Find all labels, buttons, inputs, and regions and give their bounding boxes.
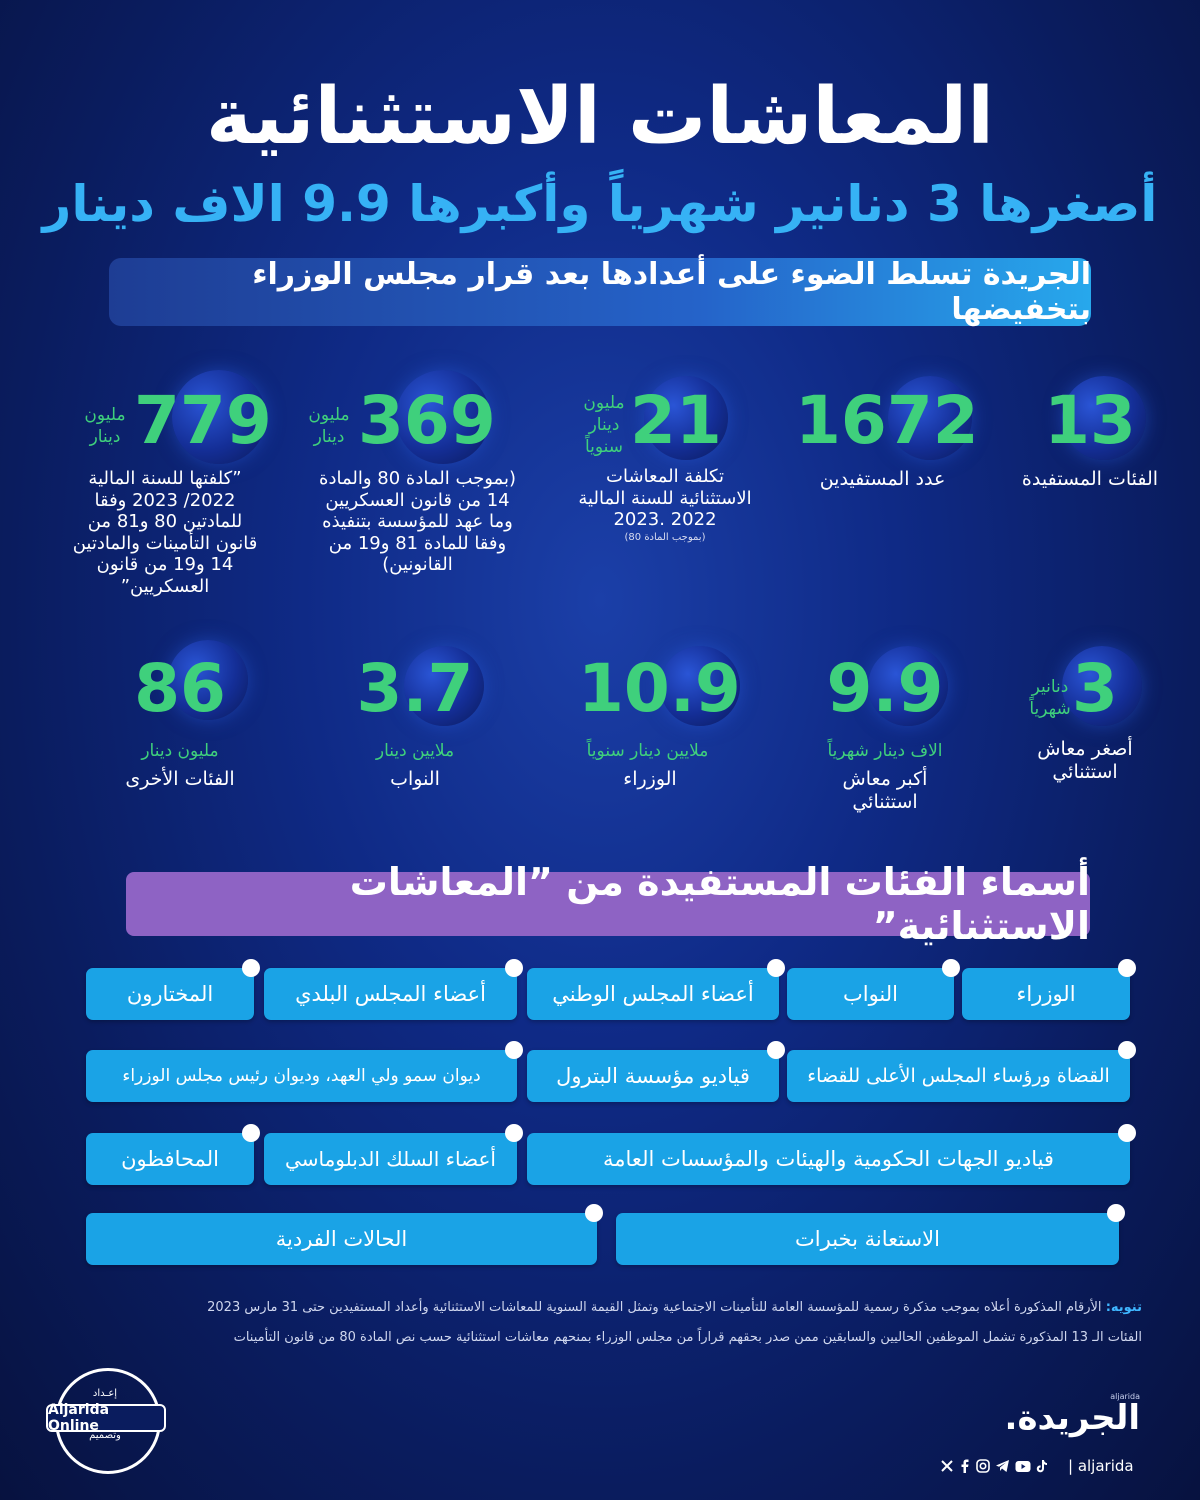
note-line-2: الفئات الـ 13 المذكورة تشمل الموظفين الح… [233,1330,1142,1345]
note-label: تنويه: [1105,1300,1142,1315]
category-pill: قياديو مؤسسة البترول [527,1041,785,1102]
category-label: المختارون [126,982,214,1006]
category-pill: ديوان سمو ولي العهد، وديوان رئيس مجلس ال… [86,1041,523,1102]
stat-unit: دنانير شهرياً [1029,677,1071,720]
category-label: قياديو الجهات الحكومية والهيئات والمؤسسا… [603,1147,1054,1171]
category-pill: المحافظون [86,1124,260,1185]
bullet-dot [767,959,785,977]
stat-desc: أصغر معاش استثنائي [1037,738,1133,783]
bullet-dot [585,1204,603,1222]
social-bar [940,1455,1048,1477]
stat-desc: أكبر معاش استثنائي [842,768,928,813]
facebook-icon[interactable] [959,1459,971,1473]
stat-unit: مليون دينار سنوياً [583,393,625,458]
category-pill: النواب [787,959,960,1020]
header-banner: الجريدة تسلط الضوء على أعدادها بعد قرار … [109,257,1091,327]
categories-section-title: أسماء الفئات المستفيدة من ”المعاشات الاس… [126,860,1090,948]
logo-top-text: إعـداد [92,1388,118,1399]
stat-circle [1062,646,1142,726]
stat-value: 3 [1072,650,1118,727]
category-pill: أعضاء المجلس البلدي [264,959,523,1020]
stat-value: 1672 [795,382,979,459]
stat-value: 10.9 [578,650,741,727]
youtube-icon[interactable] [1015,1460,1031,1473]
stat-desc: تكلفة المعاشات الاستثنائية للسنة المالية… [578,466,752,531]
note-text: الأرقام المذكورة أعلاه بموجب مذكرة رسمية… [207,1300,1102,1315]
category-label: أعضاء السلك الدبلوماسي [285,1147,496,1171]
bullet-dot [505,959,523,977]
category-pill: القضاة ورؤساء المجلس الأعلى للقضاء [787,1041,1136,1102]
bullet-dot [767,1041,785,1059]
x-icon[interactable] [940,1459,954,1473]
tiktok-icon[interactable] [1036,1459,1048,1473]
category-pill: الحالات الفردية [86,1204,603,1265]
stat-value: 13 [1044,382,1136,459]
stat-circle [172,370,266,464]
stat-circle [1062,376,1146,460]
stat-circle [660,646,740,726]
brand-small-text: aljarida [1110,1392,1140,1401]
page-subtitle: أصغرها 3 دنانير شهرياً وأكبرها 9.9 الاف … [42,175,1158,233]
page-title: المعاشات الاستثنائية [206,72,995,162]
brand-logo: الجريدة. [1004,1398,1140,1438]
stat-circle [888,376,972,460]
category-pill: الوزراء [962,959,1136,1020]
stat-unit: ملايين دينار [375,741,455,761]
logo-name: Aljarida Online [46,1402,166,1434]
stat-unit: مليون دينار [84,405,126,448]
stat-value: 86 [134,650,226,727]
stat-desc: ”كلفتها للسنة المالية 2022/ 2023 وفقا لل… [72,468,258,597]
social-handle: | aljarida [1068,1457,1134,1475]
stat-desc: الفئات المستفيدة [1021,468,1159,490]
stat-note: (بموجب المادة 80) [624,532,706,543]
category-pill: قياديو الجهات الحكومية والهيئات والمؤسسا… [527,1124,1136,1185]
bullet-dot [1107,1204,1125,1222]
stat-value: 369 [358,382,496,459]
category-pill: أعضاء المجلس الوطني [527,959,785,1020]
category-pill: أعضاء السلك الدبلوماسي [264,1124,523,1185]
stat-desc: الفئات الأخرى [125,768,235,790]
stat-desc: الوزراء [623,768,677,790]
category-label: أعضاء المجلس البلدي [295,982,486,1006]
category-label: الاستعانة بخبرات [795,1227,940,1251]
category-label: أعضاء المجلس الوطني [552,982,754,1006]
stat-circle [404,646,484,726]
bullet-dot [505,1041,523,1059]
category-label: الحالات الفردية [275,1227,408,1251]
category-label: قياديو مؤسسة البترول [556,1064,750,1088]
category-label: ديوان سمو ولي العهد، وديوان رئيس مجلس ال… [122,1066,481,1086]
bullet-dot [1118,959,1136,977]
category-label: المحافظون [121,1147,219,1171]
logo-bottom-text: وتصميم [89,1430,121,1441]
stat-desc: النواب [390,768,440,790]
bullet-dot [1118,1124,1136,1142]
stat-desc: عدد المستفيدين [819,468,946,490]
stat-desc: (بموجب المادة 80 والمادة 14 من قانون الع… [319,468,516,576]
category-pill: المختارون [86,959,260,1020]
bullet-dot [942,959,960,977]
stat-value: 779 [134,382,272,459]
bullet-dot [242,959,260,977]
bullet-dot [505,1124,523,1142]
category-label: الوزراء [1016,982,1076,1006]
telegram-icon[interactable] [995,1459,1010,1473]
stat-unit: مليون دينار [308,405,350,448]
category-label: القضاة ورؤساء المجلس الأعلى للقضاء [807,1065,1110,1087]
stat-value: 21 [630,382,722,459]
stat-circle [168,640,248,720]
bullet-dot [1118,1041,1136,1059]
stat-circle [868,646,948,726]
stat-circle [644,376,728,460]
stat-value: 3.7 [356,650,474,727]
instagram-icon[interactable] [976,1459,990,1473]
bullet-dot [242,1124,260,1142]
stat-unit: مليون دينار [141,741,219,761]
category-label: النواب [842,982,899,1006]
stat-unit: ملايين دينار سنوياً [586,741,709,761]
stat-value: 9.9 [826,650,944,727]
category-pill: الاستعانة بخبرات [616,1204,1125,1265]
stat-circle [396,370,490,464]
stat-unit: الاف دينار شهرياً [827,741,943,761]
note-line-1: تنويه: الأرقام المذكورة أعلاه بموجب مذكر… [42,1300,1142,1315]
